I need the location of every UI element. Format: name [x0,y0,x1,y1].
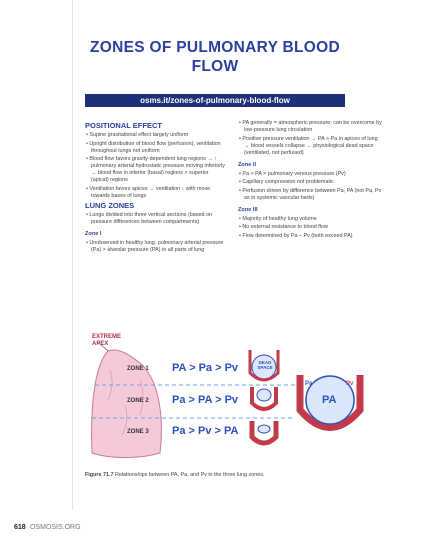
zone-relation: PA > Pa > Pv [172,362,239,374]
bullet: Ventilation favors apices → ventilation … [85,186,227,200]
bullet: Perfusion driven by difference between P… [238,188,383,202]
zone-relation: Pa > Pv > PA [172,425,239,437]
alveolus [256,388,272,402]
bullet: Supine gravitational effect largely unif… [85,132,227,139]
heading: POSITIONAL EFFECT [85,121,162,130]
vessel-label: Pa [305,381,313,387]
bullet: Blood flow favors gravity-dependent lung… [85,156,227,184]
bullet: No external resistance to blood flow [238,224,383,231]
caption-text: Relationships between PA, Pa, and Pv in … [114,472,265,478]
bullet: Positive pressure ventilation → PA > Pa … [238,136,383,157]
zone-label: ZONE 2 [127,398,149,404]
bullet: Lungs divided into three vertical sectio… [85,212,227,226]
bullet: Flow determined by Pa – Pv (both exceed … [238,233,383,240]
vessel [248,350,280,382]
left-column: POSITIONAL EFFECT Supine gravitational ef… [85,120,227,255]
right-column: PA generally = atmospheric pressure; can… [238,120,383,241]
heading: LUNG ZONES [85,200,135,210]
alveolus [305,375,355,425]
subheading: Zone III [238,206,258,213]
page-number: 618 [14,524,26,531]
bullet: Capillary compression not problematic [238,179,383,186]
figure [91,341,364,458]
zone-relation: Pa > PA > Pv [172,394,239,406]
caption: Figure 71.7 Relationships between PA, Pa… [85,472,264,478]
apex-label: EXTREME APEX [92,334,122,347]
bullet: Unobserved in healthy lung: pulmonary ar… [85,240,227,254]
alveolus [257,424,271,434]
margin-line [72,0,73,510]
link-bar[interactable]: osms.it/zones-of-pulmonary-blood-flow [85,94,345,107]
vessel-label: PA [322,394,337,406]
vessel [250,387,278,411]
lung [91,349,162,458]
vessel-label: Pv [346,381,354,387]
vessel [249,421,279,446]
bullet: Pa > PA > pulmonary venous pressure (Pv) [238,171,383,178]
bullet: Upright distribution of blood flow (perf… [85,141,227,155]
pointer [96,341,109,352]
bullet: Majority of healthy lung volume [238,216,383,223]
site: OSMOSIS.ORG [30,524,81,531]
zone-label: ZONE 1 [127,366,149,372]
title: ZONES OF PULMONARY BLOOD FLOW [89,39,341,75]
zone-label: ZONE 3 [127,429,149,435]
vessel [296,375,364,431]
caption-number: Figure 71.7 [85,472,114,478]
subheading: Zone I [85,230,102,237]
subheading: Zone II [238,161,257,168]
dead-space-label: DEAD SPACE [257,360,273,370]
bullet: PA generally = atmospheric pressure; can… [238,120,383,134]
